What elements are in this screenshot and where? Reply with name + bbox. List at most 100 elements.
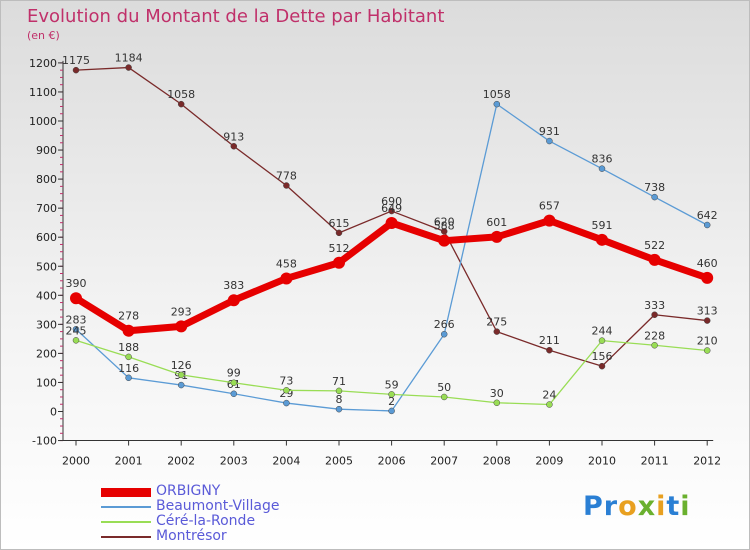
- legend-label: Céré-la-Ronde: [156, 513, 256, 529]
- data-point: [230, 390, 238, 398]
- data-label: 275: [486, 316, 507, 329]
- data-label: 390: [66, 277, 87, 290]
- data-point: [283, 399, 290, 407]
- series-line-3: [75, 66, 708, 367]
- x-tick-label: 2012: [693, 455, 721, 468]
- x-tick-label: 2002: [167, 455, 195, 468]
- data-label: 615: [329, 217, 350, 230]
- data-label: 601: [486, 216, 507, 229]
- data-label: 522: [644, 239, 665, 252]
- data-label: 657: [539, 200, 560, 213]
- data-point: [546, 346, 553, 354]
- data-point: [72, 66, 80, 74]
- x-tick-label: 2007: [430, 455, 458, 468]
- data-point: [70, 292, 82, 305]
- logo-letter: t: [666, 491, 681, 522]
- data-point: [388, 407, 395, 415]
- y-tick-label: 1200: [29, 57, 57, 70]
- data-point: [648, 253, 661, 266]
- data-point: [388, 207, 395, 215]
- data-point: [546, 137, 553, 145]
- data-label: 24: [542, 389, 556, 402]
- proxiti-logo: Proxiti: [583, 491, 691, 522]
- legend-label: ORBIGNY: [156, 483, 221, 499]
- data-point: [651, 342, 658, 349]
- legend-swatch: [101, 506, 151, 508]
- data-label: 266: [434, 318, 455, 331]
- data-label: 591: [592, 219, 613, 232]
- data-label: 512: [329, 242, 350, 255]
- data-label: 126: [171, 359, 192, 372]
- data-point: [177, 381, 185, 389]
- data-label: 836: [592, 153, 613, 166]
- y-tick-label: 300: [36, 318, 57, 331]
- data-label: 156: [592, 350, 613, 363]
- data-point: [596, 233, 608, 246]
- data-label: 588: [434, 220, 455, 233]
- data-point: [490, 230, 503, 243]
- data-label: 620: [434, 215, 455, 228]
- data-point: [703, 221, 711, 229]
- data-label: 458: [276, 257, 297, 270]
- logo-letter: x: [637, 491, 657, 522]
- data-label: 649: [381, 202, 402, 215]
- data-label: 313: [697, 305, 718, 318]
- data-point: [72, 337, 80, 344]
- data-point: [598, 337, 606, 344]
- chart-title: Evolution du Montant de la Dette par Hab…: [27, 6, 445, 27]
- data-label: 1058: [483, 88, 511, 101]
- data-point: [283, 387, 290, 394]
- data-point: [280, 272, 293, 285]
- data-point: [701, 271, 714, 284]
- data-label: 383: [223, 279, 244, 292]
- logo-letter: i: [680, 491, 691, 522]
- data-label: 73: [279, 374, 293, 387]
- data-point: [125, 374, 132, 382]
- legend-swatch: [101, 487, 151, 497]
- data-point: [598, 165, 606, 172]
- data-label: 188: [118, 341, 139, 354]
- x-tick-label: 2001: [115, 455, 143, 468]
- y-tick-label: 800: [36, 173, 57, 186]
- data-label: 99: [227, 367, 241, 380]
- y-tick-label: 1000: [29, 115, 57, 128]
- logo-letter: i: [656, 491, 667, 522]
- data-point: [177, 371, 185, 379]
- y-tick-label: -100: [32, 435, 57, 448]
- data-point: [440, 393, 448, 401]
- data-label: 211: [539, 334, 560, 347]
- legend-swatch: [101, 521, 151, 523]
- data-point: [333, 256, 345, 269]
- data-point: [177, 100, 185, 108]
- data-point: [385, 216, 398, 229]
- data-label: 278: [118, 310, 139, 323]
- data-label: 116: [118, 362, 139, 375]
- data-label: 30: [490, 387, 504, 400]
- data-point: [335, 229, 343, 237]
- y-tick-label: 500: [36, 260, 57, 273]
- data-label: 283: [66, 313, 87, 326]
- x-tick-label: 2010: [588, 455, 616, 468]
- legend-label: Montrésor: [156, 528, 227, 544]
- data-point: [125, 353, 132, 361]
- data-point: [493, 100, 501, 108]
- data-label: 913: [223, 130, 244, 143]
- data-label: 2: [388, 395, 395, 408]
- data-point: [546, 401, 553, 408]
- data-label: 245: [66, 324, 87, 337]
- legend-label: Beaumont-Village: [156, 498, 280, 514]
- data-point: [72, 326, 80, 333]
- x-tick-label: 2000: [62, 455, 90, 468]
- y-tick-label: 400: [36, 289, 57, 302]
- data-label: 931: [539, 125, 560, 138]
- data-label: 1184: [115, 52, 143, 65]
- chart-unit-label: (en €): [27, 29, 60, 42]
- legend-swatch: [101, 536, 151, 538]
- data-label: 460: [697, 257, 718, 270]
- data-label: 690: [381, 195, 402, 208]
- data-point: [335, 405, 343, 413]
- data-label: 59: [385, 378, 399, 391]
- data-point: [703, 347, 711, 354]
- data-label: 293: [171, 305, 192, 318]
- y-tick-label: 0: [50, 406, 57, 419]
